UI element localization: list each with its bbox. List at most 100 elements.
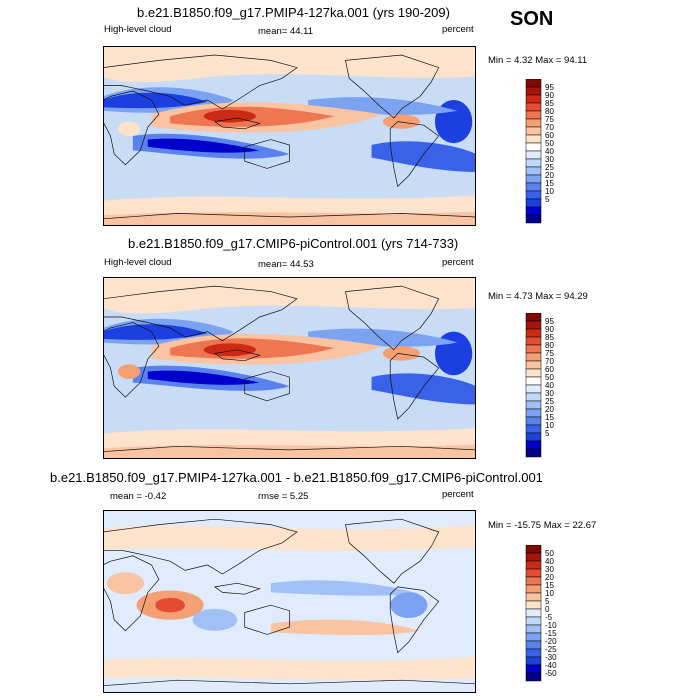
polar-band-north [103, 277, 476, 314]
itcz-east [382, 114, 421, 129]
atlantic-dry [434, 100, 473, 144]
colorbar-tick-label: 0 [545, 605, 550, 614]
minmax-label: Min = -15.75 Max = 22.67 [488, 520, 597, 531]
map-frame [103, 277, 476, 459]
colorbar-tick-label: 60 [545, 365, 554, 374]
colorbar-tick-label: 75 [545, 349, 554, 358]
colorbar-swatch [525, 166, 542, 176]
colorbar-swatch [525, 336, 542, 346]
colorbar-tick-label: 30 [545, 389, 554, 398]
colorbar-swatch [525, 86, 542, 96]
east-pacific-dry [371, 373, 476, 405]
colorbar-tick-label: 85 [545, 333, 554, 342]
colorbar-swatch [525, 118, 542, 128]
coastline [345, 54, 440, 119]
coastline [103, 445, 476, 453]
colorbar-swatch [525, 110, 542, 120]
colorbar-tick-label: -5 [545, 613, 553, 622]
mean-label: mean = -0.42 [110, 491, 167, 502]
colorbar-swatch [525, 624, 542, 634]
tropical-convection-peak [203, 343, 256, 357]
coastline [389, 586, 440, 654]
colorbar-swatch [525, 584, 542, 594]
colorbar-tick-label: 5 [545, 597, 550, 606]
coastline [345, 285, 440, 351]
colorbar-swatch [525, 158, 542, 168]
colorbar-swatch [525, 440, 542, 450]
polar-band-south-2 [103, 211, 476, 226]
colorbar-swatch [525, 568, 542, 578]
colorbar-tick-label: 90 [545, 325, 554, 334]
colorbar-tick-label: 5 [545, 429, 550, 438]
colorbar-swatch [525, 328, 542, 338]
colorbar-tick-label: 70 [545, 123, 554, 132]
colorbar-tick-label: 25 [545, 163, 554, 172]
colorbar-swatch [525, 190, 542, 200]
colorbar-tick-label: 30 [545, 155, 554, 164]
coastline [244, 139, 290, 169]
colorbar-tick-label: 50 [545, 373, 554, 382]
colorbar-swatch [525, 320, 542, 330]
subtropic-north-core [103, 92, 208, 109]
panel-title: b.e21.B1850.f09_g17.CMIP6-piControl.001 … [128, 236, 459, 251]
colorbar-tick-label: 30 [545, 565, 554, 574]
difference-map [103, 510, 476, 693]
colorbar-tick-label: 10 [545, 187, 554, 196]
arabian-sea-convection [117, 121, 141, 137]
season-label: SON [510, 8, 554, 30]
variable-label: High-level cloud [104, 24, 172, 35]
panel-title: b.e21.B1850.f09_g17.PMIP4-127ka.001 (yrs… [137, 5, 450, 20]
colorbar-swatch [525, 384, 542, 394]
coastline [389, 121, 440, 188]
coastline [103, 213, 476, 220]
colorbar-swatch [525, 672, 542, 682]
colorbar-swatch [525, 400, 542, 410]
colorbar-swatch [525, 94, 542, 104]
panel-title: b.e21.B1850.f09_g17.PMIP4-127ka.001 - b.… [50, 470, 543, 485]
colorbar-swatch [525, 182, 542, 192]
colorbar-tick-label: 50 [545, 139, 554, 148]
coastline [345, 518, 440, 584]
units-label: percent [442, 24, 474, 35]
coastline [103, 518, 298, 575]
colorbar-tick-label: -25 [545, 645, 557, 654]
colorbar-tick-label: 80 [545, 341, 554, 350]
coastline [244, 371, 290, 402]
colorbar-tick-label: 95 [545, 317, 554, 326]
diff-positive-pacific [270, 619, 421, 636]
polar-band-south-2 [103, 444, 476, 459]
colorbar-tick-label: 95 [545, 83, 554, 92]
colorbar-tick-label: 20 [545, 405, 554, 414]
colorbar-tick-label: -20 [545, 637, 557, 646]
diff-positive-south [103, 656, 476, 681]
colorbar-swatch [525, 102, 542, 112]
colorbar-swatch [525, 142, 542, 152]
colorbar-tick-label: -30 [545, 653, 557, 662]
colorbar-tick-label: 40 [545, 381, 554, 390]
colorbar-tick-label: 60 [545, 131, 554, 140]
colorbar-swatch [525, 368, 542, 378]
colorbar-tick-label: 40 [545, 147, 554, 156]
colorbar-tick-label: -40 [545, 661, 557, 670]
east-pacific-dry [371, 141, 476, 172]
variable-label: High-level cloud [104, 257, 172, 268]
coastline [103, 322, 160, 398]
diff-negative-pacific [270, 580, 421, 596]
coastline [244, 604, 290, 635]
colorbar-tick-label: 70 [545, 357, 554, 366]
diff-negative-indian [192, 608, 238, 631]
mean-label: mean= 44.53 [258, 259, 314, 270]
colorbar-swatch [525, 214, 542, 224]
colorbar-swatch [525, 576, 542, 586]
colorbar-tick-label: 5 [545, 195, 550, 204]
coastline [389, 353, 440, 420]
colorbar-swatch [525, 600, 542, 610]
colorbar-tick-label: 10 [545, 589, 554, 598]
colorbar-swatch [525, 592, 542, 602]
arabian-sea-convection [117, 364, 141, 379]
subtropic-south-core [147, 370, 260, 385]
colorbar-swatch [525, 408, 542, 418]
